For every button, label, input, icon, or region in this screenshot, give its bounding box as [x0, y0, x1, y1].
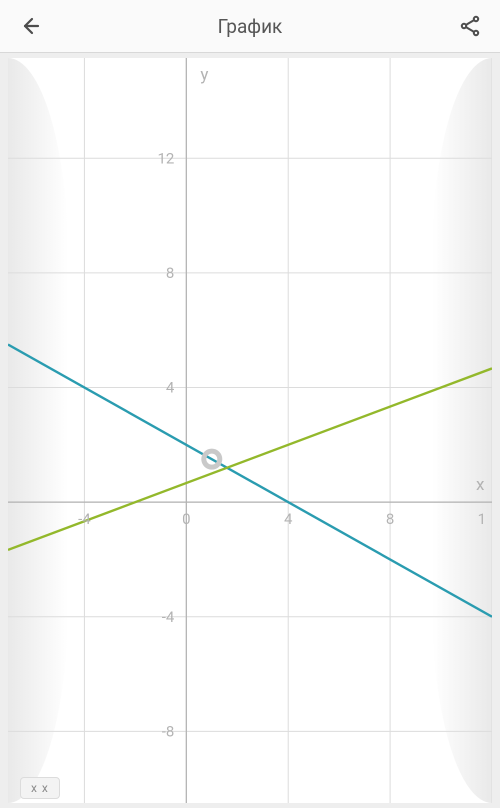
arrow-left-icon: [18, 14, 42, 38]
y-tick-label: 4: [166, 379, 175, 397]
y-axis-label: y: [200, 65, 208, 85]
chart-container[interactable]: -4 0 4 8 1 -8 -4 4 8 12 y x x x: [0, 53, 500, 808]
share-button[interactable]: [454, 10, 486, 42]
y-tick-label: -4: [162, 608, 175, 626]
share-icon: [458, 14, 482, 38]
bottom-chip[interactable]: x x: [20, 777, 60, 799]
y-tick-label: 12: [157, 149, 174, 167]
x-tick-label: 0: [182, 510, 190, 528]
y-tick-label: 8: [166, 264, 174, 282]
page-title: График: [46, 15, 454, 38]
app-header: График: [0, 0, 500, 53]
x-tick-label: 8: [386, 510, 394, 528]
y-tick-label: -8: [162, 722, 175, 740]
x-tick-label: -4: [78, 510, 91, 528]
chart-svg: -4 0 4 8 1 -8 -4 4 8 12 y x: [8, 58, 492, 803]
x-tick-label: 1: [478, 510, 486, 528]
line-blue: [8, 345, 492, 617]
plot-area: -4 0 4 8 1 -8 -4 4 8 12 y x x x: [8, 58, 492, 803]
x-axis-label: x: [476, 475, 485, 495]
back-button[interactable]: [14, 10, 46, 42]
x-tick-label: 4: [284, 510, 293, 528]
